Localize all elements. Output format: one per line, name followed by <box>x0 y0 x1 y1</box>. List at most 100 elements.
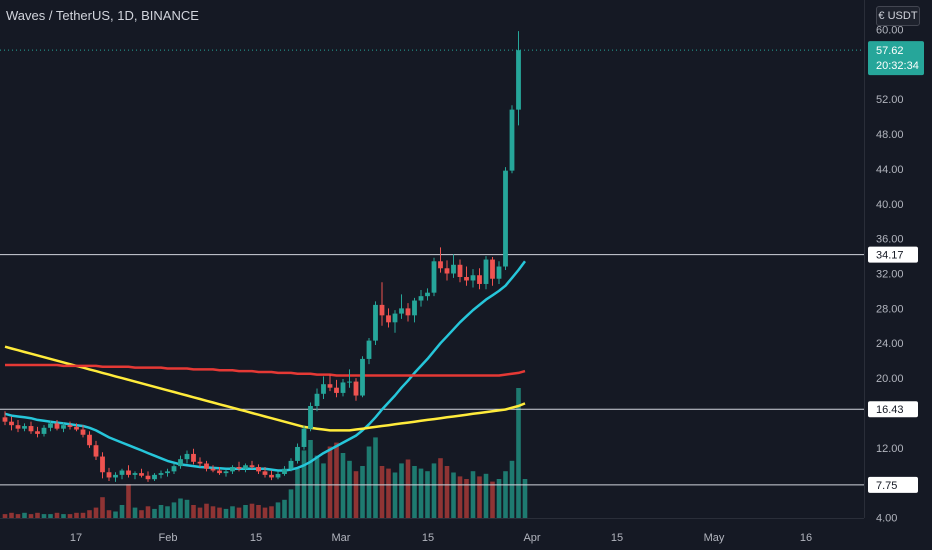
y-tick-label: 32.00 <box>876 269 904 281</box>
volume-bar <box>2 514 8 518</box>
volume-bar <box>490 481 495 518</box>
volume-bar <box>282 499 287 518</box>
volume-bar <box>152 508 157 518</box>
y-tick-label: 20.00 <box>876 373 904 385</box>
candle-body <box>230 467 235 472</box>
candle-body <box>217 470 222 474</box>
candle-body <box>93 445 99 457</box>
volume-bar <box>262 507 268 518</box>
volume-bar <box>217 507 222 518</box>
candle-body <box>184 453 190 460</box>
volume-bar <box>35 512 40 518</box>
volume-bar <box>126 484 131 518</box>
volume-bar <box>119 505 125 518</box>
volume-bar <box>223 508 229 518</box>
candle-body <box>28 426 34 432</box>
candle-body <box>262 471 268 475</box>
candle-body <box>301 428 307 447</box>
volume-bar <box>503 471 508 518</box>
candle-body <box>15 425 21 429</box>
volume-bar <box>249 503 255 518</box>
level-badge <box>868 476 918 493</box>
volume-bar <box>165 506 170 518</box>
candle-body <box>191 453 196 462</box>
volume-bar <box>295 468 300 518</box>
candle-body <box>431 261 437 293</box>
y-tick-label: 36.00 <box>876 234 904 246</box>
candle-body <box>2 417 8 422</box>
candle-body <box>438 261 443 269</box>
candle-body <box>132 473 138 475</box>
volume-bar <box>366 446 372 518</box>
chart-title: Waves / TetherUS, 1D, BINANCE <box>6 8 199 23</box>
volume-bar <box>477 476 482 518</box>
candle-body <box>197 461 203 464</box>
candle-body <box>353 381 359 396</box>
level-label: 34.17 <box>876 250 904 262</box>
volume-bar <box>275 502 281 518</box>
moving-average-line <box>4 345 526 432</box>
candle-body <box>139 473 144 476</box>
volume-bar <box>191 505 196 518</box>
candle-body <box>314 393 320 406</box>
candle-body <box>464 276 469 281</box>
volume-bar <box>373 437 378 518</box>
y-tick-label: 48.00 <box>876 129 904 141</box>
volume-bar <box>100 497 105 518</box>
currency-label: USDT <box>887 10 918 22</box>
candle-body <box>516 50 521 110</box>
volume-bar <box>9 512 14 518</box>
volume-bar <box>399 463 404 518</box>
volume-bar <box>425 471 430 518</box>
level-badge <box>868 401 918 418</box>
volume-bar <box>308 440 313 518</box>
volume-bar <box>269 506 274 518</box>
y-tick-label: 52.00 <box>876 94 904 106</box>
candle-body <box>425 292 430 297</box>
candle-body <box>282 468 287 474</box>
currency-button[interactable]: € USDT <box>876 6 920 26</box>
y-tick-label: 44.00 <box>876 164 904 176</box>
volume-bar <box>184 499 190 518</box>
volume-bar <box>314 455 320 518</box>
candle-body <box>158 473 164 475</box>
candle-body <box>67 425 73 427</box>
volume-bar <box>360 466 365 518</box>
volume-bar <box>204 503 209 518</box>
candle-body <box>373 304 378 341</box>
candle-body <box>126 470 131 475</box>
candle-body <box>275 473 281 478</box>
candle-body <box>334 387 339 393</box>
candle-body <box>386 315 391 323</box>
y-tick-label: 4.00 <box>876 513 897 525</box>
volume-bar <box>171 502 177 518</box>
volume-bar <box>483 473 489 518</box>
candle-body <box>249 465 255 468</box>
volume-bar <box>256 505 261 518</box>
candle-body <box>340 382 346 393</box>
volume-bar <box>405 459 411 518</box>
candle-body <box>405 308 411 316</box>
x-tick-label: Feb <box>159 532 178 544</box>
candle-body <box>327 384 333 388</box>
candle-body <box>171 466 177 472</box>
volume-bar <box>67 514 73 518</box>
volume-bar <box>145 506 151 518</box>
price-label: 57.62 <box>876 45 904 57</box>
candle-body <box>412 300 417 316</box>
candle-body <box>477 275 482 284</box>
volume-bar <box>522 479 528 518</box>
volume-bar <box>54 512 60 518</box>
volume-bar <box>230 506 235 518</box>
y-tick-label: 60.00 <box>876 24 904 36</box>
volume-bar <box>113 511 118 518</box>
volume-bar <box>132 507 138 518</box>
y-tick-label: 40.00 <box>876 199 904 211</box>
volume-bar <box>61 514 66 518</box>
candle-body <box>152 474 157 480</box>
volume-bar <box>178 498 183 518</box>
candle-body <box>496 266 502 279</box>
candle-body <box>490 259 495 279</box>
